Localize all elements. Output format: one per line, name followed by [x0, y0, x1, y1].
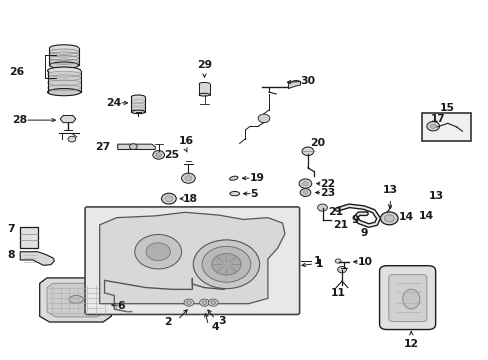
Circle shape: [426, 122, 439, 131]
Circle shape: [384, 215, 393, 222]
Text: 9: 9: [360, 228, 367, 238]
Bar: [131, 97, 145, 112]
Text: 18: 18: [182, 194, 197, 204]
Text: 14: 14: [418, 211, 433, 221]
Text: 6: 6: [118, 301, 125, 311]
Circle shape: [184, 176, 191, 181]
Circle shape: [380, 212, 397, 225]
Ellipse shape: [69, 296, 83, 303]
Circle shape: [210, 301, 215, 305]
Text: 1: 1: [314, 256, 321, 266]
Circle shape: [68, 136, 76, 142]
Text: 14: 14: [398, 212, 413, 221]
Text: 26: 26: [9, 67, 24, 77]
Polygon shape: [118, 144, 155, 149]
Ellipse shape: [47, 67, 81, 74]
Text: 11: 11: [330, 288, 345, 298]
Circle shape: [302, 181, 308, 186]
Text: 17: 17: [430, 114, 445, 124]
Polygon shape: [40, 278, 111, 322]
Text: 3: 3: [218, 316, 225, 325]
Circle shape: [199, 299, 209, 306]
Circle shape: [334, 259, 340, 263]
Ellipse shape: [199, 93, 209, 96]
Text: 15: 15: [438, 103, 453, 113]
Polygon shape: [288, 80, 300, 89]
Text: 8: 8: [8, 250, 15, 260]
Text: 5: 5: [250, 189, 257, 199]
Text: 27: 27: [95, 142, 110, 152]
Text: 1: 1: [315, 259, 323, 269]
Circle shape: [153, 150, 164, 159]
Circle shape: [161, 193, 176, 204]
Circle shape: [302, 147, 313, 156]
Ellipse shape: [402, 289, 419, 309]
Circle shape: [300, 189, 310, 197]
Text: 16: 16: [178, 136, 193, 146]
Bar: [20, 226, 38, 248]
Text: 13: 13: [428, 192, 443, 202]
Text: 20: 20: [310, 139, 325, 148]
Bar: [199, 84, 209, 95]
Polygon shape: [60, 116, 76, 123]
Text: 21: 21: [328, 207, 343, 217]
Circle shape: [211, 253, 241, 275]
Polygon shape: [47, 283, 105, 317]
Text: 29: 29: [197, 59, 212, 69]
Circle shape: [202, 246, 250, 282]
Polygon shape: [20, 252, 54, 265]
Circle shape: [202, 301, 206, 305]
Text: 7: 7: [8, 225, 15, 234]
Ellipse shape: [49, 45, 79, 51]
FancyBboxPatch shape: [379, 266, 435, 329]
Circle shape: [156, 153, 161, 157]
Text: 4: 4: [211, 322, 219, 332]
Ellipse shape: [199, 82, 209, 85]
Polygon shape: [100, 212, 285, 304]
Circle shape: [208, 299, 218, 306]
Circle shape: [183, 299, 193, 306]
Text: 13: 13: [383, 185, 398, 195]
Circle shape: [181, 173, 195, 183]
Bar: [422, 113, 470, 141]
FancyBboxPatch shape: [85, 207, 299, 315]
Circle shape: [303, 191, 307, 194]
Ellipse shape: [131, 110, 145, 114]
Text: 21: 21: [332, 220, 347, 230]
Circle shape: [337, 266, 346, 273]
Circle shape: [146, 243, 170, 261]
Text: 19: 19: [249, 173, 264, 183]
Text: 12: 12: [403, 338, 418, 348]
Text: 30: 30: [300, 76, 315, 86]
Circle shape: [258, 114, 269, 123]
Text: 24: 24: [106, 98, 122, 108]
Circle shape: [429, 124, 435, 129]
Text: 25: 25: [164, 150, 179, 160]
Circle shape: [317, 204, 327, 211]
FancyBboxPatch shape: [388, 275, 426, 321]
Text: 22: 22: [320, 179, 335, 189]
Circle shape: [186, 301, 191, 305]
Circle shape: [164, 196, 172, 202]
Circle shape: [129, 144, 137, 149]
Text: 10: 10: [357, 257, 372, 267]
Text: 23: 23: [320, 188, 335, 198]
Circle shape: [135, 234, 181, 269]
Circle shape: [299, 179, 311, 188]
Ellipse shape: [131, 95, 145, 99]
Ellipse shape: [49, 62, 79, 68]
Ellipse shape: [47, 89, 81, 96]
Ellipse shape: [229, 176, 238, 180]
Bar: [47, 71, 81, 92]
Text: 9: 9: [351, 215, 359, 225]
Circle shape: [193, 240, 259, 289]
Text: 28: 28: [12, 115, 27, 125]
Bar: [49, 48, 79, 65]
Text: 2: 2: [163, 317, 171, 327]
Ellipse shape: [229, 192, 239, 196]
